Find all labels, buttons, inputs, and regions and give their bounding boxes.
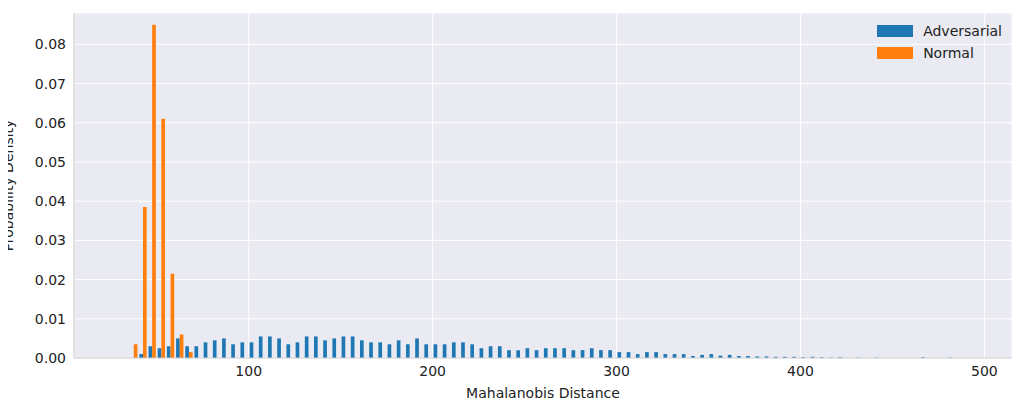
svg-text:0.02: 0.02	[35, 272, 66, 288]
svg-text:0.05: 0.05	[35, 154, 66, 170]
svg-text:400: 400	[787, 363, 814, 379]
svg-text:0.00: 0.00	[35, 350, 66, 366]
html-text:Normal: Normal	[923, 45, 974, 61]
svg-text:100: 100	[235, 363, 262, 379]
svg-text:0.01: 0.01	[35, 311, 66, 327]
svg-text:0.03: 0.03	[35, 232, 66, 248]
svg-text:0.06: 0.06	[35, 115, 66, 131]
svg-text:300: 300	[603, 363, 630, 379]
html-text:Adversarial: Adversarial	[923, 23, 1002, 39]
svg-text:Probability Density: Probability Density	[8, 120, 16, 252]
svg-text:0.04: 0.04	[35, 193, 66, 209]
svg-text:0.07: 0.07	[35, 76, 66, 92]
svg-text:Mahalanobis Distance: Mahalanobis Distance	[466, 385, 620, 401]
svg-text:200: 200	[419, 363, 446, 379]
svg-text:500: 500	[971, 363, 998, 379]
svg-text:0.08: 0.08	[35, 36, 66, 52]
